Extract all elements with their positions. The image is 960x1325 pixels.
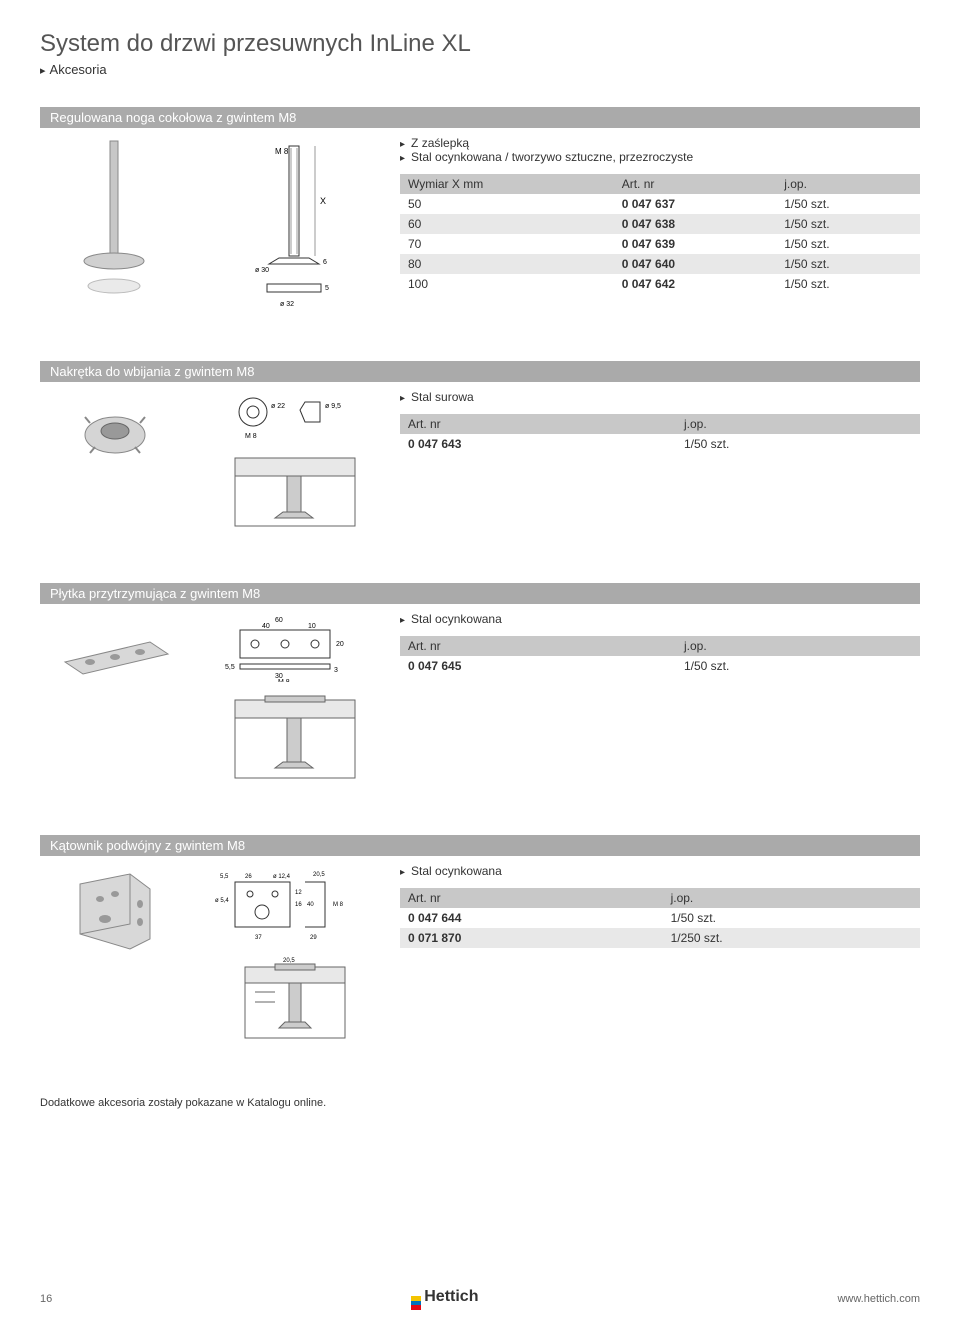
list-item: Stal surowa (400, 390, 920, 404)
cell: 50 (400, 194, 614, 214)
cell: 0 047 637 (614, 194, 777, 214)
dim-label: 10 (308, 623, 316, 630)
section-header: Regulowana noga cokołowa z gwintem M8 (40, 107, 920, 128)
dim-label: 12 (295, 890, 302, 896)
dim-label: 26 (245, 874, 252, 880)
col-header: Art. nr (400, 636, 676, 656)
page-subtitle: Akcesoria (40, 62, 920, 77)
feature-list: Stal surowa (400, 390, 920, 404)
tech-diagram: 60 40 10 20 5,5 30 3 M 8 (210, 612, 380, 790)
dim-label: M 8 (278, 679, 290, 682)
cell: 0 047 638 (614, 214, 777, 234)
section-header: Nakrętka do wbijania z gwintem M8 (40, 361, 920, 382)
col-header: j.op. (676, 636, 920, 656)
dim-label: ø 12,4 (273, 874, 291, 880)
feature-list: Stal ocynkowana (400, 612, 920, 626)
cell: 1/50 szt. (776, 194, 920, 214)
product-photo (40, 612, 190, 702)
list-item: Stal ocynkowana (400, 612, 920, 626)
dim-label: ø 22 (271, 403, 285, 410)
cell: 70 (400, 234, 614, 254)
feature-list: Stal ocynkowana (400, 864, 920, 878)
dim-label: 37 (255, 935, 262, 941)
tech-diagram: 5,5 26 ø 12,4 20,5 ø 5,4 12 16 40 M 8 37… (210, 864, 380, 1052)
dim-label: M 8 (275, 147, 289, 156)
footer-url: www.hettich.com (837, 1293, 920, 1305)
footer-note: Dodatkowe akcesoria zostały pokazane w K… (40, 1097, 920, 1109)
list-item: Stal ocynkowana / tworzywo sztuczne, prz… (400, 150, 920, 164)
logo-text: Hettich (424, 1288, 478, 1306)
tech-diagram: ø 22 ø 9,5 M 8 (210, 390, 380, 538)
dim-label: 40 (262, 623, 270, 630)
list-item: Stal ocynkowana (400, 864, 920, 878)
dim-label: 20,5 (283, 958, 295, 964)
cell: 100 (400, 274, 614, 294)
list-item: Z zaślepką (400, 136, 920, 150)
cell: 1/50 szt. (676, 434, 920, 454)
dim-label: 40 (307, 902, 314, 908)
cell: 60 (400, 214, 614, 234)
dim-label: ø 5,4 (215, 898, 229, 904)
product-table: Art. nr j.op. 0 047 6451/50 szt. (400, 636, 920, 676)
cell: 0 047 640 (614, 254, 777, 274)
dim-label: ø 30 (255, 267, 269, 274)
dim-label: ø 32 (280, 301, 294, 308)
section-header: Kątownik podwójny z gwintem M8 (40, 835, 920, 856)
cell: 1/50 szt. (663, 908, 920, 928)
dim-label: ø 9,5 (325, 403, 341, 410)
cell: 0 047 639 (614, 234, 777, 254)
cell: 1/50 szt. (676, 656, 920, 676)
cell: 0 047 645 (400, 656, 676, 676)
cell: 1/50 szt. (776, 274, 920, 294)
feature-list: Z zaślepką Stal ocynkowana / tworzywo sz… (400, 136, 920, 164)
col-header: Art. nr (614, 174, 777, 194)
page-number: 16 (40, 1293, 52, 1305)
cell: 0 071 870 (400, 928, 663, 948)
cell: 1/50 szt. (776, 254, 920, 274)
page-footer: 16 Hettich www.hettich.com (40, 1288, 920, 1310)
logo-flag-icon (411, 1296, 421, 1310)
dim-label: 5 (325, 285, 329, 292)
product-photo (40, 136, 190, 306)
col-header: Wymiar X mm (400, 174, 614, 194)
section-noga-cokolowa: Regulowana noga cokołowa z gwintem M8 M … (40, 107, 920, 316)
col-header: j.op. (663, 888, 920, 908)
cell: 1/50 szt. (776, 214, 920, 234)
col-header: j.op. (776, 174, 920, 194)
dim-label: 5,5 (220, 874, 229, 880)
product-photo (40, 390, 190, 480)
page-title: System do drzwi przesuwnych InLine XL (40, 30, 920, 58)
dim-label: 60 (275, 617, 283, 624)
cell: 80 (400, 254, 614, 274)
dim-label: 16 (295, 902, 302, 908)
product-table: Art. nr j.op. 0 047 6431/50 szt. (400, 414, 920, 454)
cell: 0 047 644 (400, 908, 663, 928)
tech-diagram: M 8 X 6 ø 30 5 ø 32 (210, 136, 380, 316)
section-header: Płytka przytrzymująca z gwintem M8 (40, 583, 920, 604)
product-photo (40, 864, 190, 964)
dim-label: M 8 (245, 433, 257, 440)
dim-label: 20,5 (313, 872, 325, 878)
dim-label: X (320, 196, 326, 206)
cell: 0 047 642 (614, 274, 777, 294)
section-katownik: Kątownik podwójny z gwintem M8 5,5 26 (40, 835, 920, 1052)
dim-label: 5,5 (225, 664, 235, 671)
cell: 1/250 szt. (663, 928, 920, 948)
dim-label: 29 (310, 935, 317, 941)
section-plytka: Płytka przytrzymująca z gwintem M8 60 40… (40, 583, 920, 790)
product-table: Wymiar X mm Art. nr j.op. 500 047 6371/5… (400, 174, 920, 294)
col-header: j.op. (676, 414, 920, 434)
cell: 0 047 643 (400, 434, 676, 454)
col-header: Art. nr (400, 888, 663, 908)
section-nakretka: Nakrętka do wbijania z gwintem M8 ø 22 ø… (40, 361, 920, 538)
brand-logo: Hettich (411, 1288, 478, 1310)
product-table: Art. nr j.op. 0 047 6441/50 szt. 0 071 8… (400, 888, 920, 948)
dim-label: 20 (336, 641, 344, 648)
cell: 1/50 szt. (776, 234, 920, 254)
dim-label: 3 (334, 667, 338, 674)
dim-label: 6 (323, 259, 327, 266)
dim-label: M 8 (333, 902, 344, 908)
col-header: Art. nr (400, 414, 676, 434)
